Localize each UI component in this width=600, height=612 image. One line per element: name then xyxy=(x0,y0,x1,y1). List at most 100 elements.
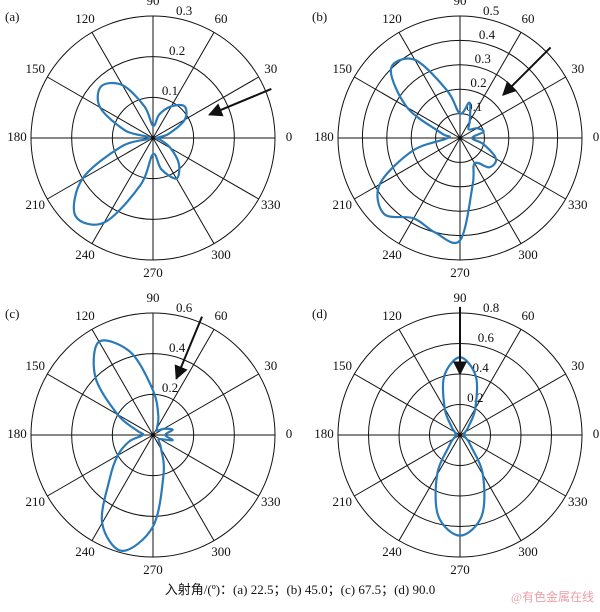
r-tick-label: 0.6 xyxy=(478,330,495,345)
spoke xyxy=(398,137,461,244)
incidence-arrow xyxy=(208,88,272,117)
theta-tick-label: 150 xyxy=(25,61,45,76)
spoke xyxy=(459,373,566,436)
spoke xyxy=(152,434,259,497)
theta-tick-label: 0 xyxy=(286,426,293,441)
spoke xyxy=(152,329,215,436)
theta-tick-label: 330 xyxy=(261,494,281,509)
panel-label: (d) xyxy=(312,306,327,321)
r-tick-label: 0.3 xyxy=(475,51,491,66)
polar-curve xyxy=(72,81,188,226)
incidence-arrow xyxy=(174,316,203,380)
theta-tick-label: 270 xyxy=(450,562,470,577)
theta-tick-label: 330 xyxy=(261,197,281,212)
spoke xyxy=(152,32,215,139)
spoke xyxy=(47,137,154,200)
watermark: @有色金属在线 xyxy=(511,589,594,604)
spoke xyxy=(459,137,522,244)
r-tick-label: 0.2 xyxy=(470,75,486,90)
r-tick-label: 0.4 xyxy=(169,340,186,355)
theta-tick-label: 270 xyxy=(450,265,470,280)
theta-tick-label: 240 xyxy=(382,247,402,262)
spoke xyxy=(91,434,154,541)
spoke xyxy=(91,137,154,244)
theta-tick-label: 300 xyxy=(211,544,231,559)
theta-tick-label: 180 xyxy=(314,129,334,144)
theta-tick-label: 150 xyxy=(332,358,352,373)
theta-tick-label: 330 xyxy=(568,494,588,509)
theta-tick-label: 120 xyxy=(382,11,402,26)
theta-tick-label: 30 xyxy=(571,358,584,373)
theta-tick-label: 60 xyxy=(215,308,228,323)
r-tick-label: 0.8 xyxy=(483,300,499,315)
r-tick-label: 0.1 xyxy=(162,83,178,98)
theta-tick-label: 270 xyxy=(143,265,163,280)
spoke xyxy=(398,434,461,541)
r-tick-label: 0.3 xyxy=(176,3,192,18)
r-tick-label: 0.1 xyxy=(466,99,482,114)
polar-curve xyxy=(92,339,174,552)
spoke xyxy=(152,434,215,541)
theta-tick-label: 60 xyxy=(522,11,535,26)
theta-tick-label: 150 xyxy=(332,61,352,76)
theta-tick-label: 240 xyxy=(75,544,95,559)
polar-curve xyxy=(376,57,498,245)
spoke xyxy=(398,329,461,436)
caption: 入射角/(º)：(a) 22.5；(b) 45.0；(c) 67.5；(d) 9… xyxy=(165,582,435,598)
spoke xyxy=(47,373,154,436)
theta-tick-label: 180 xyxy=(7,129,27,144)
theta-tick-label: 240 xyxy=(382,544,402,559)
polar-curve xyxy=(434,356,486,537)
theta-tick-label: 120 xyxy=(382,308,402,323)
theta-tick-label: 210 xyxy=(25,494,45,509)
spoke xyxy=(398,32,461,139)
r-tick-label: 0.2 xyxy=(169,43,185,58)
r-tick-label: 0.5 xyxy=(483,3,499,18)
spoke xyxy=(354,137,461,200)
spoke xyxy=(152,76,259,139)
theta-tick-label: 60 xyxy=(522,308,535,323)
spoke xyxy=(47,434,154,497)
incidence-arrow xyxy=(502,46,552,96)
theta-tick-label: 240 xyxy=(75,247,95,262)
theta-tick-label: 60 xyxy=(215,11,228,26)
theta-tick-label: 0 xyxy=(593,426,600,441)
panel-label: (a) xyxy=(5,9,19,24)
theta-tick-label: 30 xyxy=(571,61,584,76)
theta-tick-label: 30 xyxy=(264,61,277,76)
theta-tick-label: 300 xyxy=(518,247,538,262)
spoke xyxy=(152,373,259,436)
r-tick-label: 0.2 xyxy=(162,380,178,395)
spoke xyxy=(152,137,215,244)
panel-label: (b) xyxy=(312,9,327,24)
theta-tick-label: 330 xyxy=(568,197,588,212)
theta-tick-label: 180 xyxy=(7,426,27,441)
theta-tick-label: 300 xyxy=(518,544,538,559)
spoke xyxy=(459,137,566,200)
spoke xyxy=(354,434,461,497)
spoke xyxy=(354,373,461,436)
theta-tick-label: 90 xyxy=(147,290,160,305)
theta-tick-label: 210 xyxy=(332,494,352,509)
r-tick-label: 0.6 xyxy=(176,300,193,315)
theta-tick-label: 30 xyxy=(264,358,277,373)
theta-tick-label: 90 xyxy=(454,0,467,8)
theta-tick-label: 0 xyxy=(286,129,293,144)
panel-label: (c) xyxy=(5,306,19,321)
theta-tick-label: 90 xyxy=(454,290,467,305)
theta-tick-label: 180 xyxy=(314,426,334,441)
theta-tick-label: 120 xyxy=(75,308,95,323)
theta-tick-label: 120 xyxy=(75,11,95,26)
theta-tick-label: 270 xyxy=(143,562,163,577)
theta-tick-label: 150 xyxy=(25,358,45,373)
spoke xyxy=(459,329,522,436)
r-tick-label: 0.4 xyxy=(479,27,496,42)
spoke xyxy=(91,329,154,436)
spoke xyxy=(459,434,522,541)
theta-tick-label: 210 xyxy=(25,197,45,212)
theta-tick-label: 210 xyxy=(332,197,352,212)
theta-tick-label: 0 xyxy=(593,129,600,144)
theta-tick-label: 90 xyxy=(147,0,160,8)
theta-tick-label: 300 xyxy=(211,247,231,262)
